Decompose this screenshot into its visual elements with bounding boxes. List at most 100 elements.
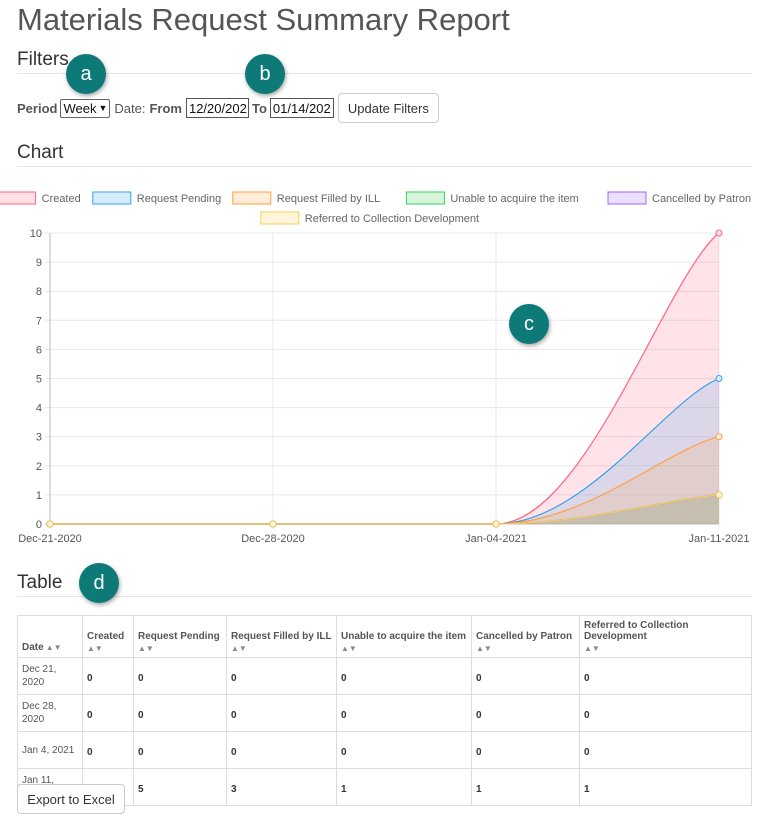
cell-value: 0 bbox=[336, 657, 472, 695]
cell-value: 0 bbox=[471, 731, 580, 769]
legend-swatch bbox=[607, 191, 647, 205]
y-tick-label: 3 bbox=[36, 432, 42, 444]
legend-item[interactable]: Cancelled by Patron bbox=[607, 191, 751, 205]
legend-label: Referred to Collection Development bbox=[305, 213, 479, 225]
column-header-cancelled[interactable]: Cancelled by Patron ▲▼ bbox=[471, 615, 580, 658]
legend-label: Request Pending bbox=[137, 193, 221, 205]
cell-value: 3 bbox=[226, 768, 337, 806]
column-header-unable-to-acquire[interactable]: Unable to acquire the item ▲▼ bbox=[336, 615, 472, 658]
update-filters-button[interactable]: Update Filters bbox=[337, 93, 439, 123]
legend-item[interactable]: Referred to Collection Development bbox=[260, 211, 479, 225]
legend-item[interactable]: Request Filled by ILL bbox=[232, 191, 380, 205]
legend-swatch bbox=[405, 191, 445, 205]
column-header-referred[interactable]: Referred to Collection Development ▲▼ bbox=[579, 615, 752, 658]
divider bbox=[17, 596, 752, 597]
cell-value: 1 bbox=[336, 768, 472, 806]
callout-badge-a: a bbox=[66, 54, 106, 94]
sort-icon[interactable]: ▲▼ bbox=[231, 644, 247, 653]
table-heading: Table bbox=[17, 572, 63, 593]
cell-value: 0 bbox=[471, 657, 580, 695]
legend-item[interactable]: Created bbox=[0, 191, 81, 205]
table-row: Dec 28, 2020 0 0 0 0 0 0 bbox=[17, 694, 752, 732]
series-area bbox=[50, 494, 719, 524]
sort-icon[interactable]: ▲▼ bbox=[341, 644, 357, 653]
cell-value: 0 bbox=[579, 731, 752, 769]
cell-date: Jan 4, 2021 bbox=[17, 731, 83, 769]
data-point[interactable] bbox=[715, 433, 723, 441]
column-header-created[interactable]: Created ▲▼ bbox=[82, 615, 134, 658]
sort-icon[interactable]: ▲▼ bbox=[138, 644, 154, 653]
sort-icon[interactable]: ▲▼ bbox=[584, 644, 600, 653]
series-area bbox=[50, 494, 719, 524]
legend-label: Request Filled by ILL bbox=[277, 193, 380, 205]
legend-item[interactable]: Unable to acquire the item bbox=[405, 191, 579, 205]
cell-value: 0 bbox=[133, 694, 227, 732]
table-row: Jan 4, 2021 0 0 0 0 0 0 bbox=[17, 731, 752, 769]
divider bbox=[17, 73, 752, 74]
legend-swatch bbox=[260, 211, 300, 225]
data-point[interactable] bbox=[715, 229, 723, 237]
export-to-excel-button[interactable]: Export to Excel bbox=[17, 784, 125, 814]
data-point[interactable] bbox=[492, 520, 500, 528]
period-label: Period bbox=[17, 100, 58, 116]
data-point[interactable] bbox=[715, 491, 723, 499]
from-label: From bbox=[149, 100, 182, 116]
area-chart: Created Request Pending Request Filled by … bbox=[0, 191, 751, 545]
legend-label: Created bbox=[42, 193, 81, 205]
y-tick-label: 2 bbox=[36, 461, 42, 473]
column-header-request-filled[interactable]: Request Filled by ILL ▲▼ bbox=[226, 615, 337, 658]
sort-icon[interactable]: ▲▼ bbox=[476, 644, 492, 653]
y-tick-label: 4 bbox=[36, 403, 42, 415]
period-select[interactable]: Week ▼ bbox=[60, 98, 111, 118]
sort-icon[interactable]: ▲▼ bbox=[87, 644, 103, 653]
legend-swatch bbox=[232, 191, 272, 205]
series-area bbox=[50, 436, 719, 524]
date-label: Date: bbox=[114, 100, 146, 116]
table-header-row: Date ▲▼ Created ▲▼ Request Pending ▲▼ Reque… bbox=[17, 615, 752, 658]
cell-value: 0 bbox=[226, 657, 337, 695]
cell-value: 1 bbox=[471, 768, 580, 806]
y-tick-label: 10 bbox=[30, 228, 42, 240]
data-point[interactable] bbox=[715, 375, 723, 382]
series-area bbox=[50, 233, 719, 524]
sort-icon[interactable]: ▲▼ bbox=[45, 643, 62, 652]
cell-value: 0 bbox=[133, 731, 227, 769]
cell-value: 0 bbox=[82, 731, 134, 769]
column-header-request-pending[interactable]: Request Pending ▲▼ bbox=[133, 615, 227, 658]
page-title: Materials Request Summary Report bbox=[17, 2, 510, 37]
to-date-input[interactable]: 01/14/202 bbox=[269, 98, 334, 118]
column-header-date[interactable]: Date ▲▼ bbox=[17, 615, 83, 658]
legend-item[interactable]: Request Pending bbox=[92, 191, 221, 205]
cell-value: 0 bbox=[336, 694, 472, 732]
series-area bbox=[50, 378, 719, 524]
summary-table: Date ▲▼ Created ▲▼ Request Pending ▲▼ Reque… bbox=[17, 615, 752, 806]
cell-value: 1 bbox=[579, 768, 752, 806]
table-row: Jan 11, 20211053111 bbox=[17, 768, 752, 806]
y-tick-label: 8 bbox=[36, 286, 42, 298]
y-tick-label: 1 bbox=[36, 490, 42, 502]
y-tick-label: 5 bbox=[36, 374, 42, 386]
to-label: To bbox=[251, 100, 267, 116]
x-tick-label: Jan-11-2021 bbox=[689, 533, 750, 545]
filters-heading: Filters bbox=[17, 49, 69, 70]
callout-badge-c: c bbox=[509, 304, 549, 344]
x-tick-label: Jan-04-2021 bbox=[465, 533, 527, 545]
data-point[interactable] bbox=[46, 520, 54, 528]
y-tick-label: 0 bbox=[36, 519, 42, 531]
cell-value: 0 bbox=[82, 657, 134, 695]
filters-row: Period Week ▼ Date: From 12/20/202 To 01… bbox=[17, 93, 439, 123]
x-tick-label: Dec-28-2020 bbox=[241, 533, 305, 545]
cell-value: 5 bbox=[133, 768, 227, 806]
cell-value: 0 bbox=[579, 694, 752, 732]
cell-value: 0 bbox=[133, 657, 227, 695]
cell-date: Dec 28, 2020 bbox=[17, 694, 83, 732]
cell-value: 0 bbox=[471, 694, 580, 732]
legend-label: Unable to acquire the item bbox=[450, 193, 578, 205]
period-select-value: Week bbox=[63, 100, 97, 116]
data-point[interactable] bbox=[269, 520, 277, 528]
legend-swatch bbox=[0, 191, 37, 205]
from-date-input[interactable]: 12/20/202 bbox=[185, 98, 249, 118]
y-tick-label: 9 bbox=[36, 257, 42, 269]
y-tick-label: 7 bbox=[36, 315, 42, 327]
chart-heading: Chart bbox=[17, 142, 64, 163]
